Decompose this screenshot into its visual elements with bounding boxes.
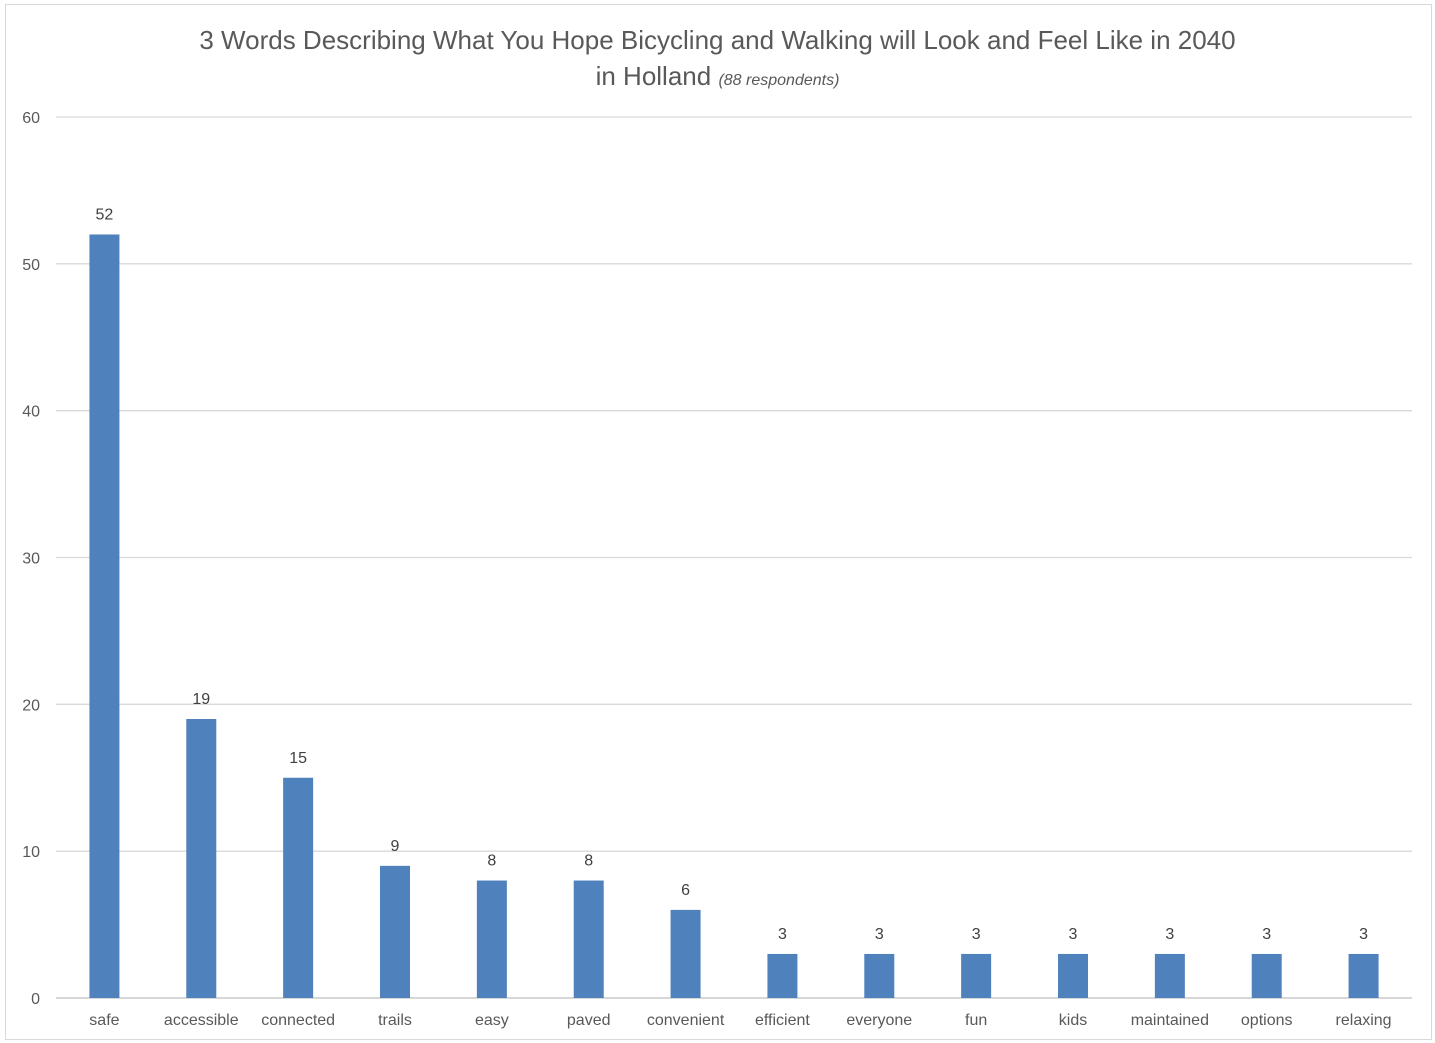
bar-trails: [380, 865, 410, 998]
data-label-fun: 3: [972, 926, 981, 943]
bar-convenient: [670, 909, 701, 998]
y-tick-label: 20: [22, 697, 40, 714]
x-tick-label-paved: paved: [567, 1012, 611, 1029]
bar-paved: [573, 880, 604, 998]
data-label-efficient: 3: [778, 926, 787, 943]
y-axis-ticks: 0 10 20 30 40 50 60: [22, 110, 40, 1008]
x-tick-label-kids: kids: [1059, 1012, 1087, 1029]
chart-title-line2: in Holland (88 respondents): [0, 58, 1435, 99]
data-label-connected: 15: [289, 750, 307, 767]
x-tick-label-accessible: accessible: [164, 1012, 239, 1029]
data-label-easy: 8: [487, 853, 496, 870]
y-tick-label: 40: [22, 404, 40, 421]
x-tick-label-efficient: efficient: [755, 1012, 810, 1029]
y-tick-label: 0: [31, 991, 40, 1008]
bar-safe: [89, 234, 120, 998]
x-tick-label-easy: easy: [475, 1012, 509, 1029]
y-tick-label: 30: [22, 551, 40, 568]
chart-subtitle: (88 respondents): [718, 72, 840, 89]
x-axis-ticks: safe accessible connected trails easy paved co…: [89, 1012, 1391, 1029]
data-label-trails: 9: [391, 838, 400, 855]
data-label-maintained: 3: [1165, 926, 1174, 943]
x-tick-label-relaxing: relaxing: [1336, 1012, 1392, 1029]
bar-fun: [961, 953, 992, 998]
x-tick-label-safe: safe: [89, 1012, 119, 1029]
data-label-relaxing: 3: [1359, 926, 1368, 943]
data-label-everyone: 3: [875, 926, 884, 943]
x-tick-label-convenient: convenient: [647, 1012, 725, 1029]
data-labels: 52 19 15 9 8 8 6 3 3 3 3 3 3 3: [96, 206, 1369, 942]
x-tick-label-trails: trails: [378, 1012, 412, 1029]
bar-maintained: [1154, 953, 1185, 998]
x-tick-label-connected: connected: [261, 1012, 335, 1029]
data-label-accessible: 19: [192, 691, 210, 708]
chart-frame: [5, 4, 1432, 1040]
data-label-options: 3: [1262, 926, 1271, 943]
bar-everyone: [864, 953, 895, 998]
bar-efficient: [767, 953, 798, 998]
bar-kids: [1058, 953, 1088, 998]
y-tick-label: 50: [22, 257, 40, 274]
x-tick-label-maintained: maintained: [1131, 1012, 1209, 1029]
bar-accessible: [186, 719, 217, 998]
bars: [89, 234, 1379, 998]
chart-title-line1: 3 Words Describing What You Hope Bicycli…: [199, 25, 1236, 55]
chart-title: 3 Words Describing What You Hope Bicycli…: [0, 22, 1435, 99]
y-tick-label: 10: [22, 844, 40, 861]
bar-connected: [283, 777, 314, 998]
bar-relaxing: [1348, 953, 1379, 998]
x-tick-label-fun: fun: [965, 1012, 987, 1029]
x-tick-label-everyone: everyone: [846, 1012, 912, 1029]
data-label-convenient: 6: [681, 882, 690, 899]
data-label-paved: 8: [584, 853, 593, 870]
data-label-safe: 52: [96, 206, 114, 223]
y-tick-label: 60: [22, 110, 40, 127]
x-tick-label-options: options: [1241, 1012, 1293, 1029]
bar-easy: [476, 880, 507, 998]
bar-options: [1251, 953, 1282, 998]
gridlines: [56, 116, 1412, 999]
data-label-kids: 3: [1069, 926, 1078, 943]
chart-title-location: in Holland: [595, 61, 712, 91]
